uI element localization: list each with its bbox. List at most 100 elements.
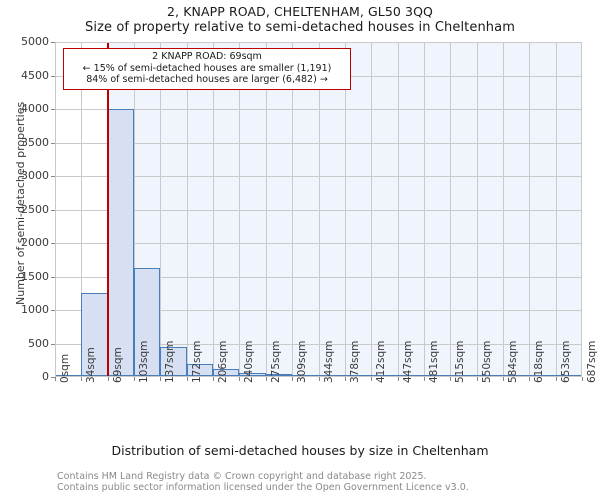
- x-tick-label: 584sqm: [506, 340, 519, 383]
- y-tick-label: 1000: [21, 303, 49, 316]
- gridline-vertical: [371, 42, 373, 377]
- gridline-vertical: [423, 42, 425, 377]
- x-tick-label: 34sqm: [85, 347, 98, 383]
- x-tick-mark: [292, 377, 294, 381]
- x-tick-mark: [81, 377, 83, 381]
- chart-title-subtitle: Size of property relative to semi-detach…: [85, 20, 515, 35]
- x-tick-mark: [529, 377, 531, 381]
- y-tick-mark: [51, 109, 55, 110]
- x-tick-label: 69sqm: [111, 347, 124, 383]
- x-tick-label: 447sqm: [401, 340, 414, 383]
- y-tick-mark: [51, 176, 55, 177]
- x-tick-label: 550sqm: [480, 340, 493, 383]
- y-tick-mark: [51, 42, 55, 43]
- y-tick-label: 5000: [21, 35, 49, 48]
- x-tick-mark: [371, 377, 373, 381]
- histogram-bar: [239, 372, 266, 377]
- property-annotation-box: 2 KNAPP ROAD: 69sqm ← 15% of semi-detach…: [63, 48, 351, 90]
- x-tick-mark: [265, 377, 267, 381]
- y-tick-mark: [51, 209, 55, 211]
- x-tick-label: 412sqm: [375, 340, 388, 383]
- y-tick-label: 2000: [21, 236, 49, 249]
- x-tick-label: 653sqm: [559, 340, 572, 383]
- y-tick-mark: [51, 276, 55, 278]
- x-tick-mark: [423, 377, 425, 381]
- x-tick-label: 103sqm: [138, 340, 151, 383]
- property-marker-line: [106, 42, 109, 377]
- x-tick-mark: [582, 377, 583, 381]
- gridline-vertical: [476, 42, 478, 377]
- gridline-vertical: [318, 42, 320, 377]
- gridline-vertical: [529, 42, 531, 377]
- x-tick-mark: [450, 377, 452, 381]
- histogram-bar: [160, 346, 187, 377]
- y-tick-label: 0: [42, 370, 49, 383]
- x-tick-label: 309sqm: [296, 340, 309, 383]
- gridline-vertical: [292, 42, 294, 377]
- x-tick-label: 378sqm: [348, 340, 361, 383]
- x-tick-label: 618sqm: [533, 340, 546, 383]
- y-tick-label: 3500: [21, 135, 49, 149]
- x-tick-label: 0sqm: [59, 353, 71, 383]
- gridline-vertical: [397, 42, 399, 377]
- y-tick-label: 1500: [21, 269, 49, 283]
- x-tick-label: 275sqm: [269, 340, 282, 383]
- plot-area: [55, 42, 582, 377]
- gridline-vertical: [265, 42, 267, 377]
- x-tick-label: 481sqm: [427, 340, 440, 383]
- gridline-vertical: [134, 42, 136, 377]
- x-tick-mark: [55, 377, 56, 381]
- chart-title-address: 2, KNAPP ROAD, CHELTENHAM, GL50 3QQ: [167, 4, 433, 19]
- annotation-larger: 84% of semi-detached houses are larger (…: [86, 74, 328, 85]
- x-tick-label: 344sqm: [322, 340, 335, 383]
- gridline-vertical: [213, 42, 215, 377]
- histogram-bar: [134, 268, 161, 377]
- x-tick-mark: [397, 377, 399, 381]
- x-tick-mark: [186, 377, 188, 381]
- y-tick-mark: [51, 310, 55, 311]
- x-tick-label: 687sqm: [586, 340, 598, 383]
- y-tick-label: 2500: [21, 202, 49, 216]
- x-tick-mark: [239, 377, 241, 381]
- footer-line-1: Contains HM Land Registry data © Crown c…: [57, 471, 427, 482]
- x-tick-mark: [344, 377, 346, 381]
- x-tick-mark: [134, 377, 136, 381]
- x-tick-mark: [107, 377, 109, 381]
- footer-line-2: Contains public sector information licen…: [57, 482, 469, 493]
- y-tick-mark: [51, 377, 55, 378]
- x-tick-label: 206sqm: [217, 340, 230, 383]
- gridline-vertical: [502, 42, 504, 377]
- histogram-bar: [186, 363, 214, 377]
- gridline-vertical: [160, 42, 162, 377]
- y-tick-mark: [51, 142, 55, 144]
- histogram-bar: [213, 368, 240, 377]
- x-tick-mark: [476, 377, 478, 381]
- x-tick-label: 137sqm: [164, 340, 177, 383]
- footer-attribution: Contains HM Land Registry data © Crown c…: [57, 471, 577, 493]
- x-tick-mark: [555, 377, 557, 381]
- gridline-vertical: [344, 42, 346, 377]
- histogram-bar: [107, 109, 135, 377]
- annotation-title: 2 KNAPP ROAD: 69sqm: [152, 51, 262, 62]
- y-tick-label: 3000: [21, 169, 49, 182]
- gridline-vertical: [186, 42, 188, 377]
- x-axis-label: Distribution of semi-detached houses by …: [111, 443, 489, 458]
- x-tick-mark: [318, 377, 320, 381]
- x-tick-label: 172sqm: [190, 340, 203, 383]
- y-tick-label: 4000: [21, 102, 49, 115]
- gridline-vertical: [239, 42, 241, 377]
- x-tick-label: 515sqm: [454, 340, 467, 383]
- y-tick-label: 500: [28, 336, 49, 350]
- gridline-vertical: [81, 42, 83, 377]
- y-tick-mark: [51, 243, 55, 244]
- histogram-bars: [55, 42, 582, 377]
- x-tick-mark: [502, 377, 504, 381]
- x-tick-label: 240sqm: [243, 340, 256, 383]
- x-tick-mark: [213, 377, 215, 381]
- y-tick-mark: [51, 75, 55, 77]
- gridline-vertical: [555, 42, 557, 377]
- annotation-smaller: ← 15% of semi-detached houses are smalle…: [82, 62, 332, 74]
- y-tick-label: 4500: [21, 68, 49, 82]
- gridline-vertical: [450, 42, 452, 377]
